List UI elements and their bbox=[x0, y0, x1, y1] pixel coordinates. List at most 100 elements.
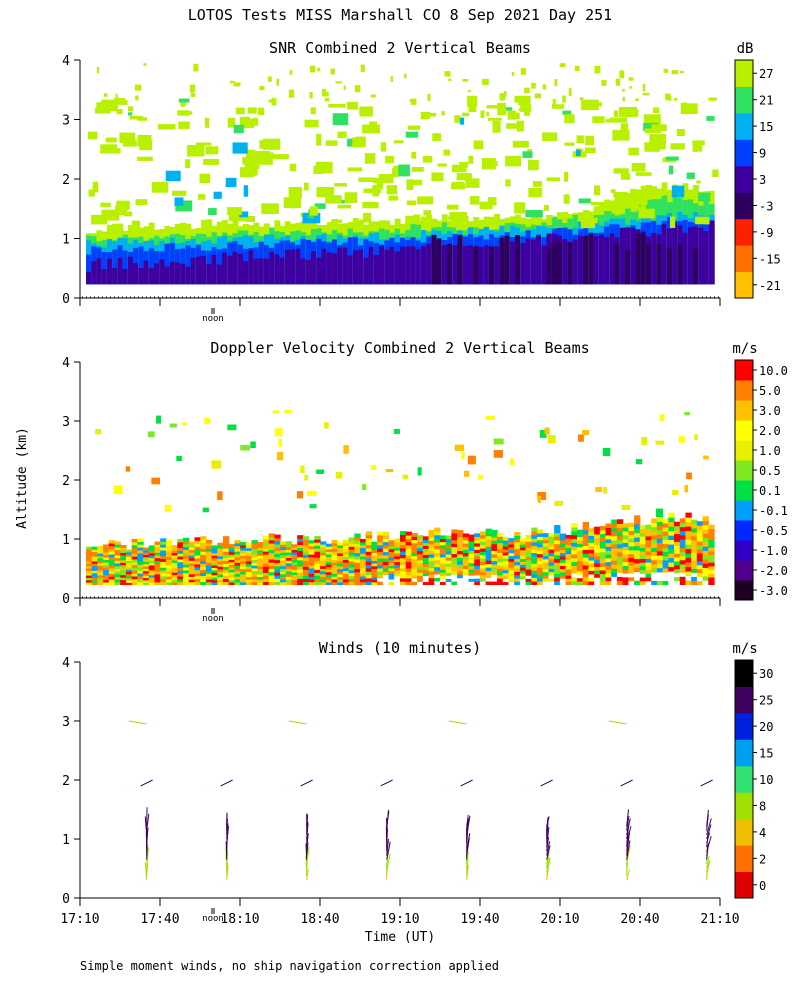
snr-cell bbox=[227, 256, 233, 285]
doppler-cell bbox=[651, 572, 657, 577]
doppler-cell bbox=[531, 570, 537, 574]
snr-cell bbox=[179, 98, 189, 102]
snr-cell bbox=[427, 94, 430, 101]
doppler-cell bbox=[486, 550, 492, 554]
doppler-cell bbox=[672, 490, 678, 495]
snr-cell bbox=[576, 150, 581, 156]
snr-cell bbox=[159, 259, 165, 284]
snr-cell bbox=[170, 262, 176, 285]
snr-cell bbox=[332, 253, 338, 284]
doppler-cell bbox=[588, 570, 594, 574]
doppler-cell bbox=[571, 542, 577, 546]
snr-cell bbox=[599, 235, 605, 284]
doppler-cell bbox=[588, 574, 594, 578]
doppler-cell bbox=[594, 545, 600, 549]
snr-cell bbox=[406, 179, 413, 190]
doppler-cell bbox=[708, 547, 714, 551]
winds-colorbar-tick-label: 15 bbox=[759, 747, 773, 761]
doppler-cell bbox=[600, 559, 606, 563]
doppler-cell bbox=[583, 534, 589, 539]
doppler-cell bbox=[451, 540, 457, 544]
snr-cell bbox=[128, 257, 134, 285]
doppler-cell bbox=[491, 537, 497, 541]
snr-cell bbox=[276, 79, 279, 86]
doppler-cell bbox=[537, 550, 543, 554]
doppler-cell bbox=[685, 526, 691, 531]
snr-cell bbox=[592, 116, 604, 123]
snr-cell bbox=[677, 129, 685, 136]
doppler-cell bbox=[217, 491, 222, 500]
doppler-cell bbox=[537, 581, 543, 585]
doppler-cell bbox=[674, 557, 680, 562]
snr-cell bbox=[447, 244, 453, 284]
snr-cell bbox=[595, 66, 601, 74]
doppler-cell bbox=[663, 547, 669, 552]
doppler-colorbar-tick-label: -0.1 bbox=[759, 504, 788, 518]
snr-cell bbox=[112, 268, 118, 284]
doppler-cell bbox=[645, 566, 651, 570]
snr-cell bbox=[623, 110, 626, 117]
doppler-cell bbox=[657, 534, 663, 539]
snr-cell bbox=[226, 178, 237, 187]
snr-cell bbox=[452, 182, 464, 188]
winds-colorbar-tick-label: 4 bbox=[759, 826, 766, 840]
snr-cell bbox=[128, 106, 133, 111]
doppler-cell bbox=[657, 547, 663, 552]
doppler-cell bbox=[657, 526, 663, 531]
doppler-cell bbox=[588, 539, 594, 543]
doppler-cell bbox=[434, 528, 440, 532]
doppler-cell bbox=[663, 556, 669, 561]
doppler-cell bbox=[697, 569, 703, 574]
winds-colorbar-swatch bbox=[735, 739, 753, 766]
doppler-cell bbox=[611, 524, 617, 529]
doppler-cell bbox=[611, 548, 617, 553]
doppler-cell bbox=[674, 569, 680, 574]
doppler-cell bbox=[331, 540, 337, 543]
doppler-cell bbox=[451, 564, 457, 568]
snr-cell bbox=[187, 145, 204, 157]
doppler-cell bbox=[451, 529, 457, 533]
doppler-cell bbox=[645, 573, 651, 577]
doppler-cell bbox=[617, 572, 623, 577]
snr-cell bbox=[259, 86, 264, 90]
snr-cell bbox=[683, 233, 689, 285]
snr-cell bbox=[196, 257, 202, 285]
snr-cell bbox=[379, 246, 385, 284]
snr-cell bbox=[248, 250, 254, 284]
snr-cell bbox=[316, 162, 333, 174]
snr-cell bbox=[261, 203, 279, 214]
doppler-cell bbox=[680, 564, 686, 569]
snr-cell bbox=[104, 93, 108, 97]
doppler-cell bbox=[668, 522, 674, 527]
winds-colorbar-swatch bbox=[735, 792, 753, 819]
snr-cell bbox=[524, 112, 530, 116]
snr-cell bbox=[365, 153, 375, 164]
doppler-cell bbox=[434, 542, 440, 546]
doppler-cell bbox=[606, 577, 612, 581]
doppler-cell bbox=[531, 567, 537, 571]
snr-cell bbox=[645, 128, 661, 132]
doppler-cell bbox=[640, 558, 646, 562]
doppler-cell bbox=[668, 544, 674, 549]
doppler-cell bbox=[708, 562, 714, 566]
doppler-cell bbox=[137, 538, 143, 541]
doppler-cell bbox=[628, 542, 634, 546]
doppler-cell bbox=[594, 534, 600, 538]
snr-cell bbox=[258, 157, 273, 164]
snr-cell bbox=[200, 174, 211, 183]
doppler-cell bbox=[571, 527, 577, 531]
doppler-colorbar-tick-label: 1.0 bbox=[759, 444, 781, 458]
doppler-cell bbox=[310, 504, 317, 508]
doppler-colorbar-swatch bbox=[735, 440, 753, 461]
doppler-cell bbox=[400, 531, 406, 535]
doppler-cell bbox=[657, 563, 663, 568]
doppler-cell bbox=[611, 572, 617, 577]
snr-cell bbox=[432, 133, 441, 141]
snr-cell bbox=[417, 196, 433, 204]
snr-cell bbox=[613, 192, 627, 197]
doppler-cell bbox=[623, 581, 629, 585]
doppler-cell bbox=[611, 528, 617, 533]
winds-colorbar-tick-label: 10 bbox=[759, 773, 773, 787]
noon-label: noon bbox=[202, 614, 224, 624]
